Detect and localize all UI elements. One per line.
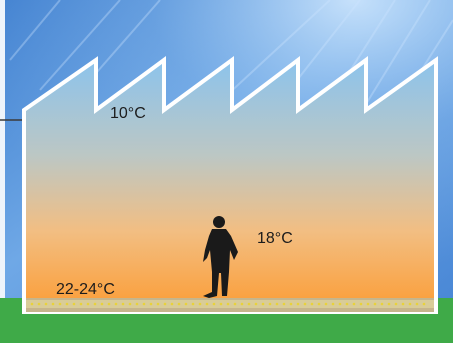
person-level-temperature-label: 18°C — [257, 230, 293, 247]
floor-heating-layer — [26, 300, 434, 308]
roof-temperature-label: 10°C — [110, 105, 146, 122]
left-edge-strip — [0, 0, 5, 300]
person-silhouette-icon — [203, 216, 238, 298]
floor-temperature-label: 22-24°C — [56, 281, 115, 298]
underfloor-heating-dots-icon — [30, 302, 426, 306]
factory-building — [22, 55, 438, 314]
